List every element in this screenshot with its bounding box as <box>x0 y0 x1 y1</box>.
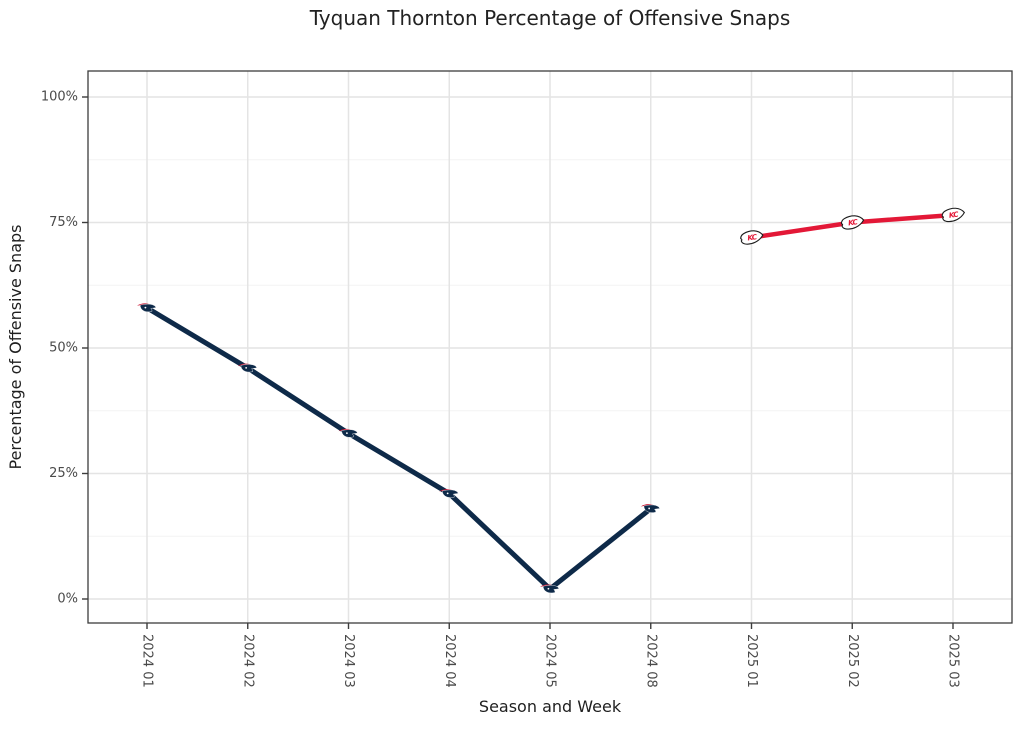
chiefs-logo-marker <box>739 228 765 246</box>
x-tick-label: 2025 02 <box>845 634 860 688</box>
y-tick-label: 50% <box>49 341 78 356</box>
x-tick-label: 2024 05 <box>543 634 558 688</box>
gridlines <box>87 70 1013 624</box>
y-tick-label: 100% <box>41 90 78 105</box>
y-tick-label: 25% <box>49 466 78 481</box>
data-series <box>136 206 966 594</box>
series-line-patriots <box>144 305 654 592</box>
x-tick-label: 2025 03 <box>946 634 961 688</box>
x-axis-title: Season and Week <box>479 697 622 716</box>
chiefs-logo-marker <box>940 206 966 224</box>
chiefs-logo-marker <box>840 213 866 231</box>
x-tick-label: 2025 01 <box>744 634 759 688</box>
x-tick-label: 2024 03 <box>341 634 356 688</box>
chart-title: Tyquan Thornton Percentage of Offensive … <box>309 6 791 30</box>
y-tick-label: 75% <box>49 215 78 230</box>
y-tick-label: 0% <box>57 592 78 607</box>
axes: 0% 25% 50% 75% 100% 2024 01 2024 02 2024 03 2024… <box>41 90 961 688</box>
x-tick-label: 2024 01 <box>140 634 155 688</box>
x-tick-label: 2024 02 <box>240 634 255 688</box>
y-axis-title: Percentage of Offensive Snaps <box>6 225 25 470</box>
x-tick-label: 2024 08 <box>643 634 658 688</box>
x-tick-label: 2024 04 <box>442 634 457 688</box>
